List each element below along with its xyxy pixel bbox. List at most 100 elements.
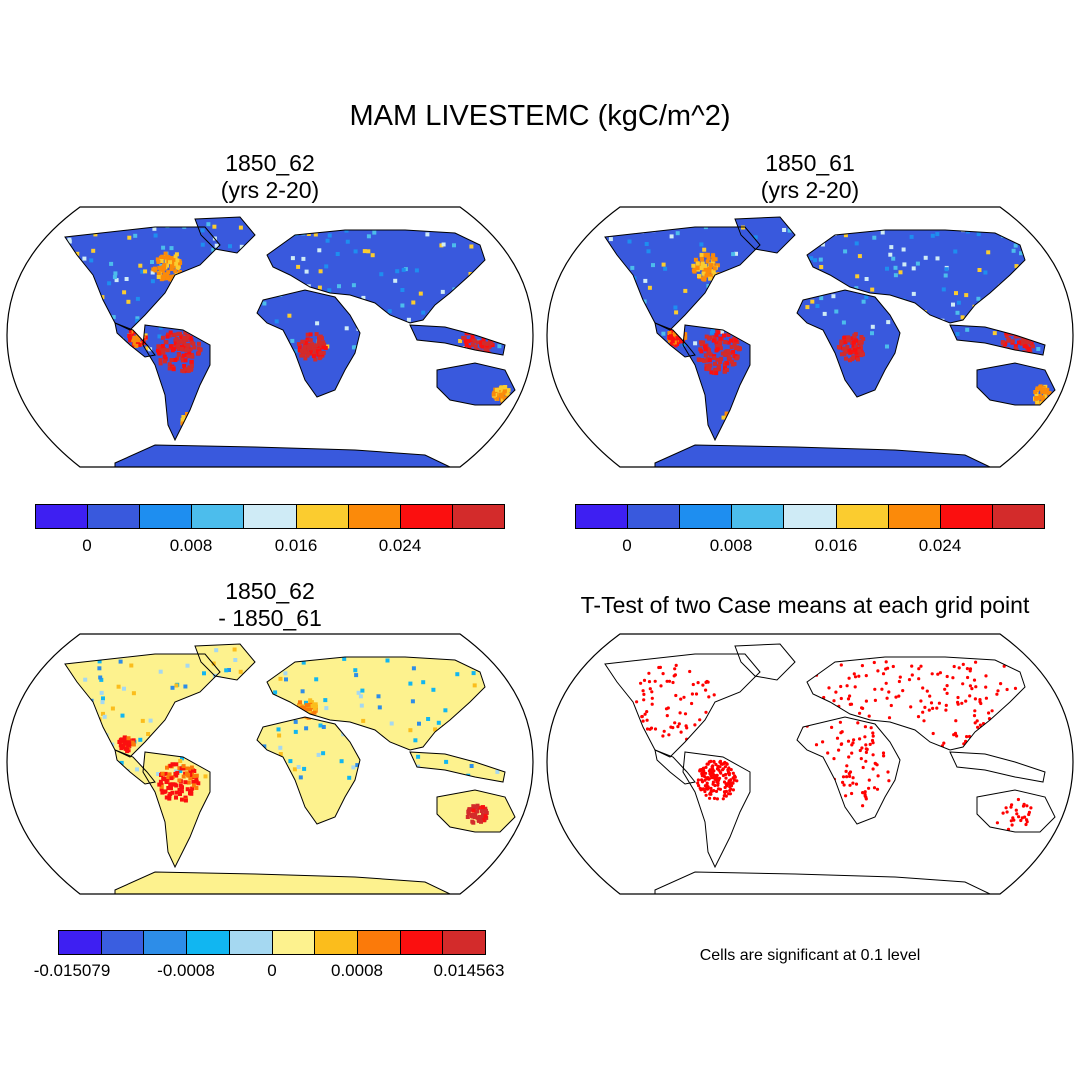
grid-cell	[500, 394, 504, 399]
grid-cell	[711, 262, 716, 267]
significant-cell	[973, 697, 977, 701]
coastline-australia	[436, 362, 516, 406]
grid-cell	[109, 261, 114, 266]
continent-europe-asia	[807, 230, 1025, 323]
grid-cell	[704, 334, 709, 339]
grid-cell	[170, 790, 175, 795]
colorbar-swatch	[244, 505, 297, 528]
grid-cell	[186, 780, 191, 785]
grid-cell	[194, 779, 199, 784]
panel-title-line2: (yrs 2-20)	[220, 177, 320, 203]
grid-cell	[843, 233, 848, 238]
significant-cell	[872, 786, 877, 790]
grid-cell	[1040, 389, 1045, 394]
grid-cell	[842, 351, 847, 356]
grid-cell	[850, 336, 855, 341]
continent-antarctica	[655, 872, 990, 894]
significant-cell	[697, 784, 701, 788]
grid-cell	[472, 339, 477, 344]
grid-cell	[715, 347, 720, 352]
significant-cell	[910, 673, 914, 677]
grid-cell	[554, 267, 558, 271]
grid-cell	[287, 313, 292, 318]
grid-cell	[1046, 230, 1051, 235]
grid-cell	[194, 786, 199, 790]
grid-cell	[675, 342, 679, 346]
grid-cell	[787, 228, 792, 233]
significant-cell	[869, 726, 873, 730]
significant-cell	[863, 794, 867, 798]
grid-cell	[316, 342, 321, 347]
significant-cell	[640, 715, 644, 719]
grid-cell	[522, 258, 526, 262]
grid-cell	[161, 245, 166, 250]
significant-cell	[956, 700, 960, 704]
coastline-north-america	[64, 226, 221, 331]
grid-cell	[337, 284, 341, 289]
grid-cell	[91, 248, 96, 253]
grid-cell	[214, 648, 219, 653]
grid-cell	[846, 335, 851, 340]
grid-cell	[475, 340, 480, 345]
grid-cell	[138, 737, 143, 742]
colorbar-swatch	[348, 505, 401, 528]
colorbar-swatch	[680, 505, 733, 528]
grid-cell	[162, 266, 166, 271]
grid-cell	[691, 263, 696, 268]
significant-cell	[721, 767, 725, 771]
grid-cell	[880, 230, 885, 235]
grid-cell	[131, 738, 136, 743]
significant-cell	[723, 791, 727, 795]
grid-cell	[702, 276, 707, 281]
grid-cell	[815, 304, 820, 308]
grid-cell	[146, 732, 151, 736]
grid-cell	[495, 387, 500, 392]
grid-cell	[163, 251, 168, 256]
grid-cell	[661, 331, 666, 336]
grid-cell	[168, 763, 173, 768]
grid-cell	[176, 265, 180, 270]
colorbar-tick-label: 0.014563	[433, 961, 505, 980]
grid-cell	[347, 775, 352, 780]
grid-cell	[479, 819, 483, 824]
grid-cell	[168, 344, 173, 349]
significant-cell	[972, 714, 977, 718]
significant-cell	[830, 725, 834, 729]
significant-cell	[716, 765, 720, 769]
grid-cell	[954, 291, 958, 296]
grid-cell	[163, 356, 168, 361]
grid-cell	[400, 303, 405, 308]
grid-cell	[712, 368, 717, 373]
coastline-southeast-asia-islands	[409, 751, 506, 783]
grid-cell	[161, 276, 166, 281]
significant-cell	[845, 764, 849, 768]
significant-cell	[979, 701, 983, 706]
grid-cell	[158, 779, 163, 784]
grid-cell	[418, 291, 423, 296]
significant-cell	[955, 734, 959, 738]
grid-cell	[729, 338, 733, 343]
grid-cell	[809, 256, 814, 261]
significant-cell	[936, 672, 940, 676]
grid-cell	[160, 254, 165, 259]
grid-cell	[1035, 386, 1040, 391]
significant-cell	[647, 680, 652, 684]
significant-cell	[873, 698, 877, 702]
grid-cell	[854, 241, 859, 246]
grid-cell	[735, 355, 740, 360]
grid-cell	[845, 345, 850, 349]
grid-cell	[697, 274, 701, 278]
grid-cell	[305, 353, 310, 358]
grid-cell	[315, 321, 320, 326]
significant-cell	[658, 665, 662, 669]
grid-cell	[893, 265, 898, 270]
grid-cell	[915, 261, 920, 266]
grid-cell	[433, 727, 438, 732]
grid-cell	[523, 221, 527, 225]
grid-cell	[325, 238, 330, 243]
grid-cell	[170, 685, 175, 690]
significant-cell	[970, 687, 974, 691]
grid-cell	[502, 389, 507, 394]
grid-cell	[376, 694, 381, 699]
grid-cell	[872, 235, 877, 240]
